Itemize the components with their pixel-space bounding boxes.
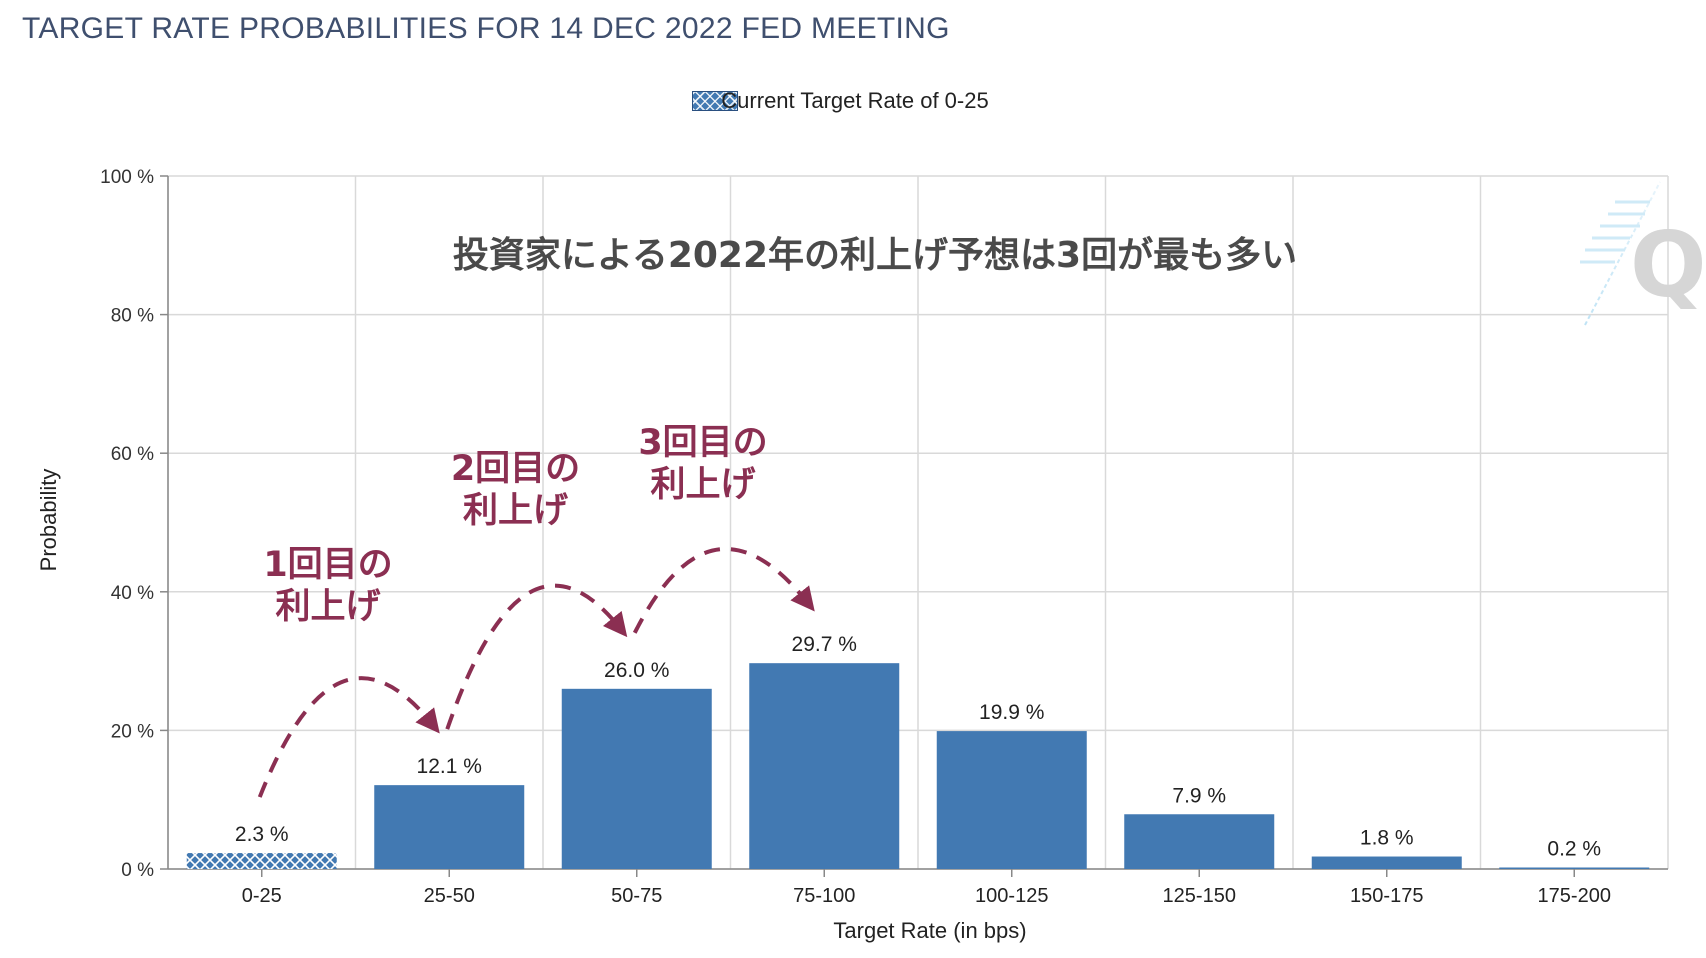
value-label-100-125: 19.9 %	[979, 701, 1044, 724]
hike-arrow-1	[257, 676, 440, 798]
watermark-logo: Q	[1580, 181, 1706, 326]
grid-lines	[167, 175, 1669, 870]
y-tick-label: 40 %	[111, 583, 154, 604]
x-axis-title: Target Rate (in bps)	[833, 918, 1026, 943]
watermark-q: Q	[1630, 213, 1706, 318]
y-tick-label: 80 %	[111, 306, 154, 327]
y-tick-label: 0 %	[121, 860, 154, 881]
y-tick-label: 100 %	[100, 167, 154, 188]
hike-label-3-line2: 利上げ	[650, 465, 755, 505]
y-tick-label: 20 %	[111, 721, 154, 742]
bars	[186, 663, 1650, 869]
x-tick-label-100-125: 100-125	[975, 885, 1048, 907]
hike-arrow-3	[632, 547, 815, 634]
value-label-0-25: 2.3 %	[235, 823, 289, 846]
legend-swatch-current-rate	[692, 91, 739, 111]
x-tick-label-50-75: 50-75	[611, 885, 662, 907]
hike-label-2-line1: 2回目の	[451, 449, 580, 489]
bar-50-75	[561, 688, 712, 869]
y-tick-label: 60 %	[111, 444, 154, 465]
x-tick-label-125-150: 125-150	[1163, 885, 1236, 907]
value-label-150-175: 1.8 %	[1360, 827, 1414, 850]
x-tick-label-175-200: 175-200	[1538, 885, 1611, 907]
value-labels: 2.3 % 12.1 % 26.0 % 29.7 % 19.9 % 7.9 % 1.8 % 0…	[235, 633, 1601, 860]
x-tick-label-75-100: 75-100	[793, 885, 855, 907]
bar-current-target-rate	[186, 853, 337, 869]
bar-25-50	[374, 785, 525, 869]
x-tick-label-0-25: 0-25	[242, 885, 282, 907]
value-label-50-75: 26.0 %	[604, 659, 669, 682]
chart-headline: 投資家による2022年の利上げ予想は3回が最も多い	[453, 235, 1297, 276]
hike-arrow-2	[445, 583, 628, 730]
value-label-75-100: 29.7 %	[792, 633, 857, 656]
x-tick-label-150-175: 150-175	[1350, 885, 1423, 907]
hike-label-1-line2: 利上げ	[275, 587, 380, 627]
bar-75-100	[749, 663, 900, 869]
value-label-25-50: 12.1 %	[417, 755, 482, 778]
hike-label-2-line2: 利上げ	[463, 491, 568, 531]
y-axis-title: Probability	[36, 469, 61, 572]
legend: Current Target Rate of 0-25	[0, 88, 1706, 114]
x-tick-label-25-50: 25-50	[424, 885, 475, 907]
page-title: TARGET RATE PROBABILITIES FOR 14 DEC 202…	[22, 12, 950, 45]
value-label-125-150: 7.9 %	[1172, 784, 1226, 807]
legend-label: Current Target Rate of 0-25	[721, 88, 989, 113]
hike-label-3-line1: 3回目の	[638, 423, 767, 463]
value-label-175-200: 0.2 %	[1547, 838, 1601, 861]
bar-175-200	[1499, 867, 1650, 869]
hike-label-1-line1: 1回目の	[263, 545, 392, 585]
bar-100-125	[936, 731, 1087, 869]
bar-150-175	[1311, 856, 1462, 869]
bar-125-150	[1124, 814, 1275, 869]
